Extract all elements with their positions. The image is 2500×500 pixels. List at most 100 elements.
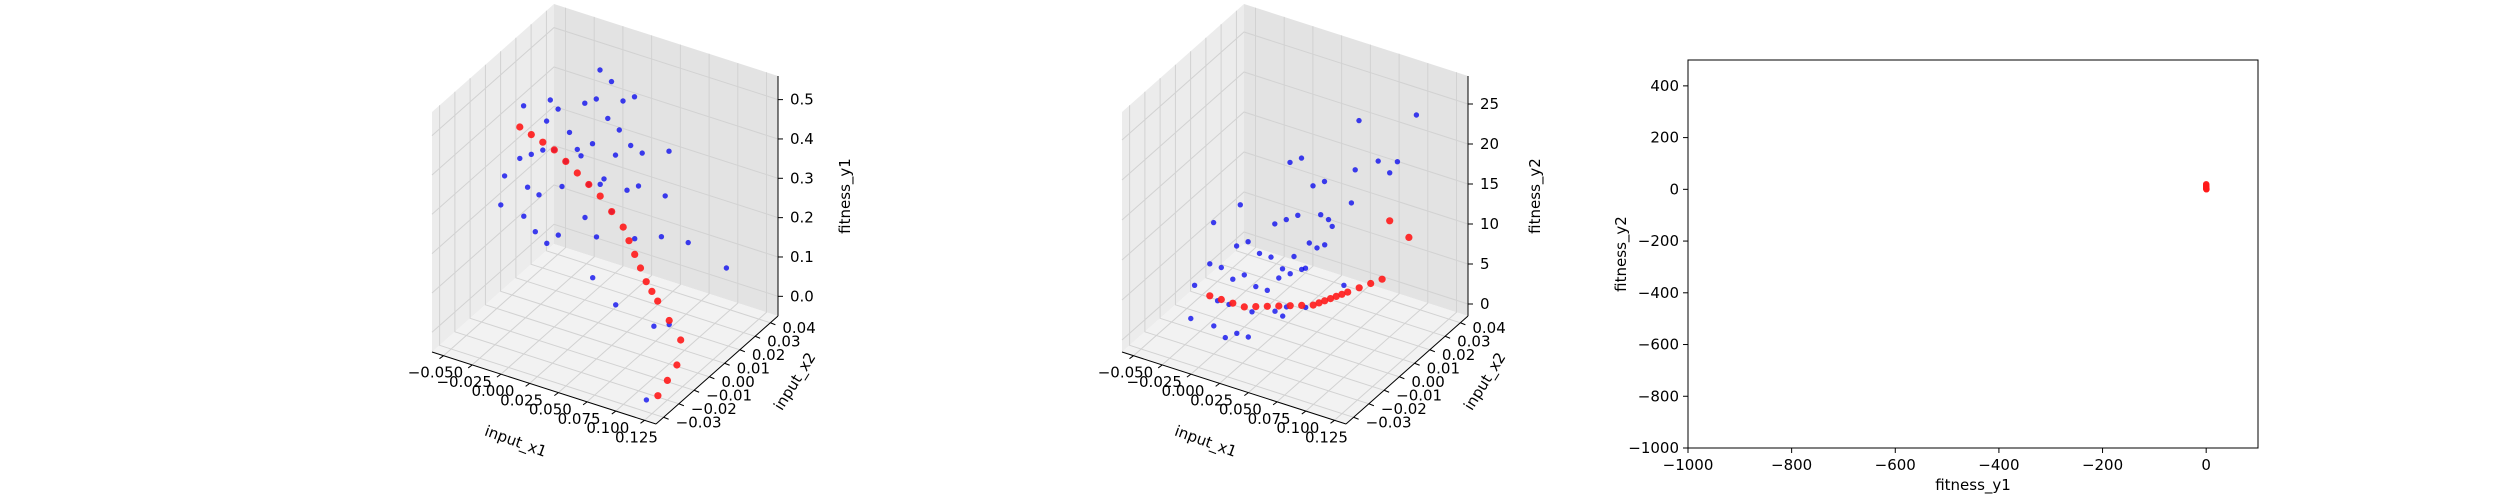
population-point [1325,216,1332,223]
population-point [1291,253,1297,260]
z-tick-label: 0.3 [790,169,814,187]
pareto-point [1344,288,1352,296]
gridline-y [1235,10,1461,324]
population-point [1207,261,1213,267]
y-tick-label: −0.02 [1381,400,1427,418]
gridline-y [545,10,771,324]
x-axis-line [431,351,657,425]
x-tick-label: 0.025 [1190,391,1233,409]
pareto-point [1378,275,1386,283]
pane-left [432,4,554,352]
gridline-y [1220,24,1446,337]
y-axis-line [1345,315,1469,425]
z-tick-label: 10 [1480,215,1499,233]
gridline-y [1159,78,1385,391]
gridline-y [439,105,664,418]
pareto-point [642,278,650,286]
x-tick-label: 0.000 [471,382,514,400]
z-tick-label: 0.5 [790,91,814,109]
population-point [582,100,588,106]
population-point [651,323,657,329]
gridline-x [1334,72,1457,421]
pareto-point [654,392,662,400]
population-point [528,151,534,157]
population-point [643,397,650,403]
z-tick-label: 0 [1480,295,1490,313]
x-tick-label: 0.125 [615,428,658,446]
population-point [1245,334,1252,340]
population-point [1280,313,1286,319]
gridline-x [1305,63,1429,412]
pareto-point [619,223,627,231]
population-point [632,236,638,242]
pareto-point [663,376,672,384]
population-point [1272,221,1278,227]
pareto-point [1321,297,1329,305]
gridline-y [1129,105,1354,418]
population-point [1341,282,1347,288]
chart-3d-fitness-y1: −0.050−0.0250.0000.0250.0500.0750.1000.1… [408,4,855,462]
gridline-x [1190,26,1314,375]
pareto-point [596,192,604,200]
population-point [1241,272,1248,278]
y-tick-mark [709,376,715,380]
gridline-x [615,63,739,412]
pareto-point [2203,185,2210,193]
population-point [1253,283,1259,290]
population-point [1222,334,1229,341]
pareto-point [550,146,558,154]
y-axis-line [655,315,779,425]
x-tick-mark [525,382,530,387]
population-point [590,275,596,281]
y-tick-mark [1353,416,1359,420]
pareto-point [1206,292,1214,300]
population-point [1375,158,1381,164]
gridline-z [431,184,779,294]
x-tick-mark [467,364,473,369]
gridline-z [431,223,779,333]
population-point [1322,242,1328,248]
population-point [1318,212,1324,218]
gridline-y [530,24,756,337]
pareto-point [573,169,581,177]
gridline-x [500,26,624,375]
y-tick-label: 0.01 [1427,359,1460,377]
pareto-point [677,336,685,344]
population-point [624,187,630,193]
x-tick-label: 0.000 [1161,382,1204,400]
x-tick-label: 0.050 [1219,401,1262,419]
x-tick-label: −0.025 [436,373,492,391]
pareto-point [585,180,593,189]
population-point [532,229,538,235]
population-point [620,98,626,104]
pareto-point [1252,303,1260,311]
y-tick-mark [739,349,746,353]
population-point [1287,159,1293,166]
x-tick-mark [1301,410,1307,415]
population-point [628,142,634,149]
x-tick-mark [439,355,444,360]
pareto-point [527,131,535,139]
population-point [520,103,527,109]
pareto-point [625,237,633,245]
population-point [1268,254,1274,260]
population-point [1230,276,1236,282]
population-point [555,232,561,238]
x-tick-mark [640,419,645,424]
pareto-point [2203,181,2210,188]
population-point [658,234,665,240]
population-point [1329,223,1335,230]
gridline-z [1121,151,1469,261]
population-point [547,97,553,103]
x-tick-label: 0.025 [500,391,543,409]
pareto-point [654,297,662,305]
x-tick-mark [1244,392,1249,397]
population-point [501,173,508,179]
population-point [639,150,645,156]
y-tick-mark [678,403,685,407]
population-point [662,193,668,199]
population-point [1191,282,1198,288]
x-tick-mark [1129,355,1134,360]
gridline-x [529,35,653,384]
